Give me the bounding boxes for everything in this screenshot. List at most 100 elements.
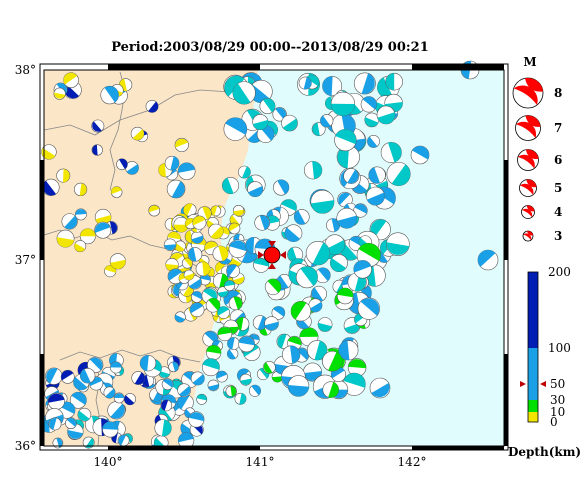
focal-mechanism bbox=[116, 158, 128, 171]
focal-mechanism bbox=[60, 369, 75, 384]
focal-mechanism bbox=[190, 231, 204, 244]
focal-mechanism bbox=[380, 141, 402, 163]
focal-mechanism bbox=[188, 411, 205, 428]
focal-mechanism bbox=[53, 87, 66, 100]
focal-mechanism bbox=[364, 112, 380, 128]
focal-mechanism bbox=[369, 377, 391, 399]
depth-tick-100: 100 bbox=[548, 341, 571, 355]
focal-mechanism bbox=[293, 209, 310, 225]
focal-mechanism bbox=[376, 105, 396, 125]
focal-mechanism bbox=[227, 348, 239, 360]
focal-mechanism bbox=[56, 229, 75, 248]
focal-mechanism bbox=[205, 344, 222, 361]
focal-mechanism bbox=[110, 186, 123, 198]
focal-mechanism bbox=[145, 99, 159, 113]
focal-mechanism bbox=[315, 267, 331, 284]
focal-mechanism bbox=[217, 286, 229, 298]
focal-mechanism bbox=[212, 245, 229, 262]
land-area bbox=[44, 70, 258, 446]
focal-mechanism bbox=[410, 145, 430, 165]
focal-mechanism bbox=[385, 72, 403, 91]
focal-mechanism bbox=[41, 144, 57, 160]
depth-tick-0: 0 bbox=[550, 415, 558, 429]
focal-mechanism bbox=[103, 386, 116, 399]
magnitude-legend-ball bbox=[522, 230, 534, 242]
focal-mechanism bbox=[91, 144, 103, 156]
focal-mechanism bbox=[228, 239, 248, 258]
focal-mechanism bbox=[317, 317, 333, 332]
focal-mechanism bbox=[232, 81, 256, 105]
focal-mechanism bbox=[322, 381, 339, 398]
focal-mechanism bbox=[216, 370, 228, 383]
focal-mechanism bbox=[368, 166, 386, 184]
focal-mechanism bbox=[217, 306, 230, 319]
depth-tick-200: 200 bbox=[548, 265, 571, 279]
focal-mechanism bbox=[42, 178, 60, 197]
focal-mechanism bbox=[330, 254, 348, 272]
page-title: Period:2003/08/29 00:00--2013/08/29 00:2… bbox=[111, 40, 429, 55]
focal-mechanism bbox=[360, 96, 377, 113]
focal-mechanism bbox=[161, 378, 174, 391]
focal-mechanism bbox=[347, 358, 367, 377]
focal-mechanism bbox=[208, 223, 224, 240]
focal-mechanism bbox=[264, 278, 282, 296]
focal-mechanism bbox=[287, 375, 310, 397]
focal-mechanism bbox=[56, 168, 71, 183]
focal-mechanism bbox=[163, 238, 177, 251]
focal-mechanism bbox=[52, 437, 64, 449]
focal-mechanism bbox=[477, 249, 499, 271]
longitude-labels: 140° 141° 142° bbox=[94, 455, 427, 469]
focal-mechanism bbox=[234, 392, 247, 405]
magnitude-level-label: 4 bbox=[554, 205, 562, 219]
focal-mechanism bbox=[343, 168, 360, 184]
focal-mechanism bbox=[48, 417, 62, 431]
focal-mechanism bbox=[166, 179, 186, 199]
focal-mechanism bbox=[224, 279, 236, 292]
focal-mechanism bbox=[177, 383, 191, 398]
lon-label-140: 140° bbox=[94, 455, 123, 469]
focal-mechanism bbox=[271, 306, 286, 320]
focal-mechanism bbox=[264, 316, 279, 331]
focal-mechanism bbox=[192, 215, 207, 230]
focal-mechanism bbox=[217, 326, 233, 342]
focal-mechanism bbox=[386, 161, 411, 186]
lat-label-38: 38° bbox=[15, 63, 36, 77]
focal-mechanism bbox=[367, 135, 380, 148]
focal-mechanism bbox=[195, 261, 211, 277]
focal-mechanism bbox=[102, 421, 119, 438]
focal-mechanism bbox=[154, 419, 172, 437]
focal-mechanism bbox=[168, 361, 179, 373]
focal-mechanism bbox=[139, 354, 157, 372]
focal-mechanism bbox=[303, 161, 323, 180]
focal-mechanism bbox=[174, 311, 186, 323]
focal-mechanism bbox=[164, 155, 180, 171]
focal-mechanism bbox=[205, 298, 221, 313]
focal-mechanism bbox=[281, 114, 298, 132]
depth-tick-30: 30 bbox=[550, 393, 565, 407]
focal-mechanism bbox=[273, 179, 290, 196]
focal-mechanism bbox=[125, 161, 139, 175]
focal-mechanism bbox=[357, 297, 380, 320]
focal-mechanism bbox=[87, 356, 104, 373]
depth-tick-10: 10 bbox=[550, 405, 565, 419]
focal-mechanism bbox=[82, 436, 95, 449]
focal-mechanism bbox=[178, 432, 195, 449]
focal-mechanism bbox=[69, 391, 87, 409]
focal-mechanism bbox=[386, 232, 410, 256]
focal-mechanism bbox=[191, 291, 203, 303]
focal-mechanism bbox=[74, 208, 87, 221]
magnitude-level-label: 6 bbox=[554, 153, 562, 167]
focal-mechanism bbox=[228, 296, 243, 311]
magnitude-level-label: 8 bbox=[554, 86, 562, 100]
focal-mechanism bbox=[201, 358, 220, 377]
focal-mechanism bbox=[310, 285, 327, 302]
focal-mechanism bbox=[94, 221, 112, 239]
focal-mechanism bbox=[310, 189, 335, 214]
lat-label-37: 37° bbox=[15, 253, 36, 267]
focal-mechanism bbox=[248, 384, 261, 397]
focal-mechanism bbox=[238, 335, 255, 353]
magnitude-legend-ball bbox=[519, 179, 537, 197]
focal-mechanism bbox=[308, 298, 323, 313]
focal-mechanism bbox=[181, 257, 193, 269]
